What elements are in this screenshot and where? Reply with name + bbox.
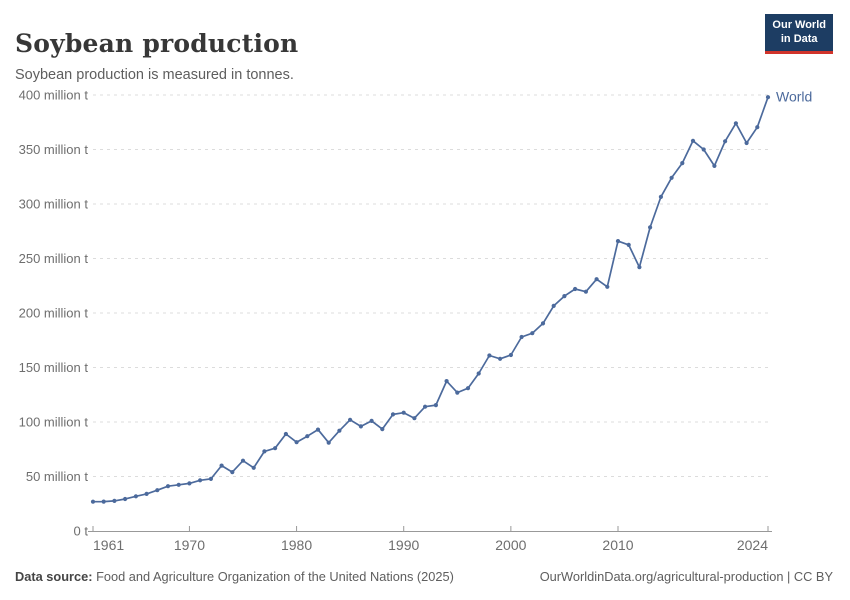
y-axis-labels: 0 t 50 million t 100 million t 150 million … bbox=[19, 88, 89, 539]
data-point[interactable] bbox=[165, 484, 171, 489]
data-point[interactable] bbox=[155, 488, 160, 493]
y-tick-label: 300 million t bbox=[19, 197, 89, 212]
data-point[interactable] bbox=[465, 386, 471, 391]
y-tick-label: 400 million t bbox=[19, 88, 89, 103]
data-point[interactable] bbox=[230, 470, 235, 475]
data-point[interactable] bbox=[669, 175, 674, 180]
data-point[interactable] bbox=[690, 138, 696, 143]
data-point[interactable] bbox=[112, 498, 117, 503]
data-point[interactable] bbox=[519, 334, 524, 340]
x-tick-label: 1961 bbox=[93, 537, 124, 553]
data-point[interactable] bbox=[305, 434, 310, 439]
data-points bbox=[90, 95, 771, 504]
data-point[interactable] bbox=[348, 417, 353, 422]
page-title: Soybean production bbox=[15, 28, 299, 58]
data-point[interactable] bbox=[755, 125, 760, 130]
x-tick-label: 2010 bbox=[602, 537, 633, 553]
data-point[interactable] bbox=[240, 458, 246, 463]
data-point[interactable] bbox=[176, 482, 181, 487]
data-series-line[interactable] bbox=[92, 96, 769, 503]
data-source-text: Food and Agriculture Organization of the… bbox=[92, 569, 454, 584]
data-point[interactable] bbox=[262, 449, 267, 454]
data-point[interactable] bbox=[605, 284, 610, 289]
data-point[interactable] bbox=[648, 225, 653, 230]
data-point[interactable] bbox=[208, 476, 213, 481]
y-tick-label: 50 million t bbox=[26, 469, 89, 484]
data-point[interactable] bbox=[101, 499, 106, 504]
data-point[interactable] bbox=[562, 294, 567, 299]
owid-logo-line2: in Data bbox=[780, 33, 818, 46]
data-point[interactable] bbox=[540, 321, 546, 326]
x-tick-label: 2000 bbox=[495, 537, 526, 553]
data-source-label: Data source: bbox=[15, 569, 93, 584]
chart-subtitle: Soybean production is measured in tonnes… bbox=[15, 66, 294, 83]
data-point[interactable] bbox=[455, 390, 460, 395]
data-point[interactable] bbox=[123, 496, 128, 502]
data-point[interactable] bbox=[326, 440, 331, 445]
data-point[interactable] bbox=[712, 163, 717, 168]
y-tick-label: 0 t bbox=[74, 524, 89, 539]
data-point[interactable] bbox=[658, 194, 664, 199]
data-point[interactable] bbox=[198, 478, 203, 483]
data-point[interactable] bbox=[498, 356, 503, 361]
x-tick-label: 1980 bbox=[281, 537, 312, 553]
data-point[interactable] bbox=[358, 424, 363, 429]
data-point[interactable] bbox=[637, 265, 642, 270]
data-point[interactable] bbox=[487, 353, 492, 358]
owid-logo[interactable]: Our World in Data bbox=[765, 14, 833, 54]
x-axis-labels: 1961 1970 1980 1990 2000 2010 2024 bbox=[93, 537, 768, 553]
y-gridlines bbox=[93, 94, 772, 477]
x-axis bbox=[88, 526, 772, 532]
data-point[interactable] bbox=[765, 95, 771, 100]
data-point[interactable] bbox=[187, 481, 192, 486]
data-source-note: Data source: Food and Agriculture Organi… bbox=[15, 569, 454, 584]
data-point[interactable] bbox=[626, 242, 631, 247]
data-point[interactable] bbox=[680, 161, 685, 166]
owid-logo-line1: Our World bbox=[772, 19, 826, 31]
data-point[interactable] bbox=[337, 428, 342, 433]
data-point[interactable] bbox=[219, 463, 224, 468]
data-point[interactable] bbox=[433, 403, 438, 408]
data-point[interactable] bbox=[294, 440, 299, 445]
data-point[interactable] bbox=[551, 303, 556, 308]
data-point[interactable] bbox=[315, 427, 321, 432]
data-point[interactable] bbox=[583, 289, 589, 294]
data-point[interactable] bbox=[723, 139, 728, 144]
y-tick-label: 200 million t bbox=[19, 306, 89, 321]
data-point[interactable] bbox=[530, 331, 535, 336]
data-point[interactable] bbox=[423, 404, 428, 409]
chart-footer: Data source: Food and Agriculture Organi… bbox=[15, 569, 833, 584]
data-point[interactable] bbox=[90, 499, 96, 504]
data-point[interactable] bbox=[744, 140, 749, 146]
data-point[interactable] bbox=[508, 352, 513, 358]
data-point[interactable] bbox=[444, 379, 449, 384]
data-point[interactable] bbox=[615, 239, 621, 244]
x-tick-label: 1990 bbox=[388, 537, 419, 553]
y-tick-label: 350 million t bbox=[19, 142, 89, 157]
data-point[interactable] bbox=[733, 121, 739, 126]
x-tick-label: 1970 bbox=[174, 537, 205, 553]
series-end-label[interactable]: World bbox=[776, 89, 812, 105]
data-point[interactable] bbox=[251, 465, 256, 470]
data-point[interactable] bbox=[390, 412, 396, 417]
y-tick-label: 150 million t bbox=[19, 360, 89, 375]
data-point[interactable] bbox=[573, 286, 578, 292]
data-point[interactable] bbox=[412, 416, 417, 421]
data-point[interactable] bbox=[594, 277, 599, 282]
y-tick-label: 250 million t bbox=[19, 251, 89, 266]
y-tick-label: 100 million t bbox=[19, 415, 89, 430]
credit-link[interactable]: OurWorldinData.org/agricultural-producti… bbox=[539, 569, 833, 584]
data-point[interactable] bbox=[476, 371, 481, 376]
data-point[interactable] bbox=[369, 418, 374, 423]
data-point[interactable] bbox=[144, 491, 149, 496]
data-point[interactable] bbox=[133, 494, 138, 499]
data-point[interactable] bbox=[380, 427, 385, 432]
data-point[interactable] bbox=[401, 410, 406, 415]
data-point[interactable] bbox=[273, 446, 278, 451]
data-point[interactable] bbox=[283, 431, 288, 437]
data-point[interactable] bbox=[701, 147, 706, 152]
x-tick-label: 2024 bbox=[737, 537, 768, 553]
